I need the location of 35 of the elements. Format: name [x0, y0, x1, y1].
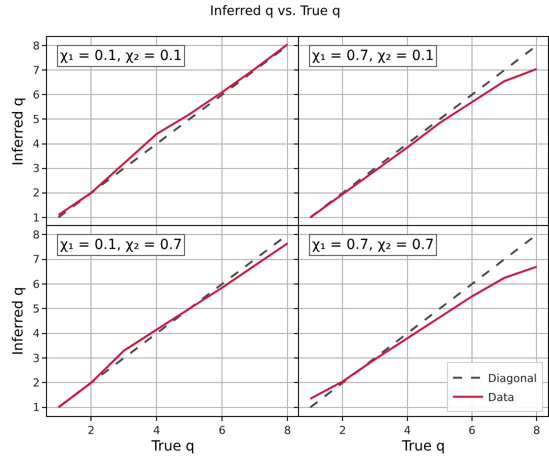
x-tick-label: 2	[88, 424, 95, 438]
x-tick-label: 4	[153, 424, 160, 438]
y-tick-label: 6	[32, 278, 40, 291]
y-tick-label: 8	[32, 39, 40, 52]
y-tick-label: 5	[32, 113, 40, 126]
x-tick-label: 2	[339, 424, 346, 438]
y-axis-title: Inferred q	[10, 286, 26, 356]
annotation: χ₁ = 0.7, χ₂ = 0.7	[312, 237, 434, 253]
x-tick-label: 6	[468, 424, 476, 438]
legend-label: Data	[488, 390, 514, 404]
y-tick-label: 7	[32, 64, 40, 77]
y-tick-label: 6	[32, 88, 40, 102]
y-tick-label: 2	[32, 186, 40, 200]
x-axis-title: True q	[150, 438, 195, 454]
annotation: χ₁ = 0.7, χ₂ = 0.1	[312, 48, 434, 64]
y-tick-label: 4	[32, 138, 40, 151]
y-tick-label: 5	[32, 302, 40, 316]
y-tick-label: 8	[32, 228, 40, 242]
x-tick-label: 8	[533, 424, 540, 438]
y-tick-label: 1	[32, 401, 40, 414]
chart-title: Inferred q vs. True q	[210, 4, 340, 19]
x-tick-label: 8	[284, 424, 292, 438]
y-tick-label: 2	[32, 376, 40, 390]
annotation: χ₁ = 0.1, χ₂ = 0.1	[60, 48, 182, 64]
x-axis-title: True q	[400, 438, 446, 454]
y-tick-label: 1	[32, 211, 40, 224]
y-tick-label: 3	[32, 352, 40, 365]
y-tick-label: 7	[32, 253, 40, 266]
legend-label: Diagonal	[488, 372, 537, 385]
annotation: χ₁ = 0.1, χ₂ = 0.7	[60, 237, 182, 253]
y-tick-label: 4	[32, 327, 40, 340]
x-tick-label: 6	[218, 424, 226, 438]
y-axis-title: Inferred q	[10, 97, 26, 166]
x-tick-label: 4	[404, 424, 411, 438]
y-tick-label: 3	[32, 162, 40, 176]
